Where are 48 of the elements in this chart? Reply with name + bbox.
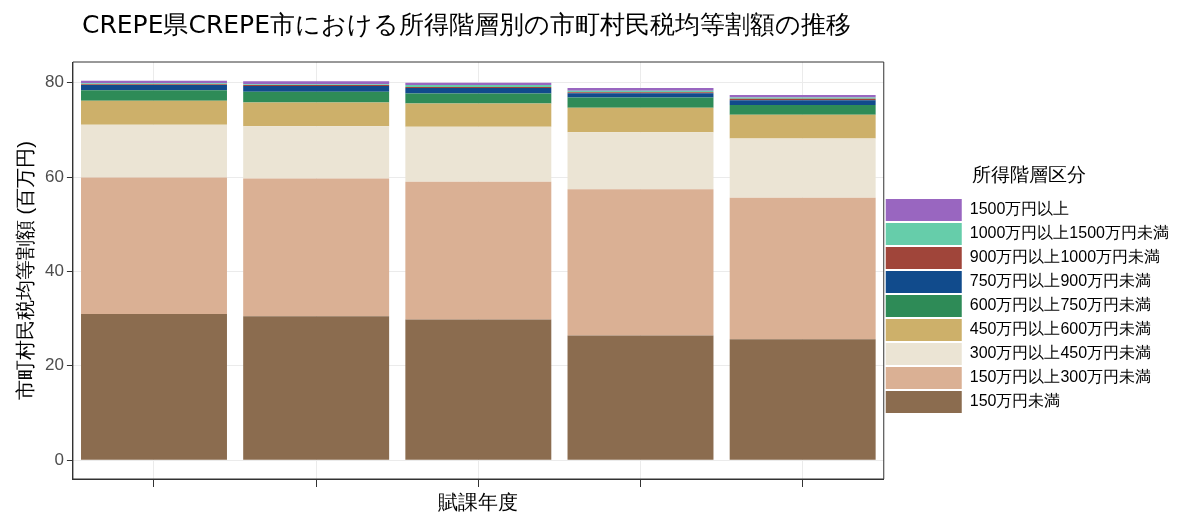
bar xyxy=(567,107,714,133)
bar xyxy=(405,319,552,460)
y-tick-label: 20 xyxy=(44,355,64,375)
y-tick-label: 0 xyxy=(54,449,64,469)
bar xyxy=(405,87,552,94)
bar xyxy=(729,339,876,460)
bar xyxy=(243,178,390,317)
legend-label: 300万円以上450万円未満 xyxy=(969,344,1152,362)
legend-label: 750万円以上900万円未満 xyxy=(969,272,1152,290)
y-tick-label: 80 xyxy=(44,72,64,92)
bar xyxy=(405,103,552,127)
bar xyxy=(243,126,390,179)
legend-label: 150万円未満 xyxy=(969,392,1061,410)
bar xyxy=(243,102,390,127)
bar xyxy=(567,189,714,336)
bar xyxy=(729,114,876,139)
bar xyxy=(567,132,714,190)
legend-label: 600万円以上750万円未満 xyxy=(969,296,1152,314)
bar xyxy=(243,91,390,103)
bar xyxy=(243,86,390,92)
y-tick-label: 60 xyxy=(44,166,64,186)
bar xyxy=(405,93,552,104)
legend-label: 450万円以上600万円未満 xyxy=(969,320,1152,338)
y-axis-title: 市町村民税均等割額 (百万円) xyxy=(13,141,36,400)
bar xyxy=(405,126,552,182)
bar xyxy=(729,100,876,105)
bar xyxy=(81,100,227,125)
bar xyxy=(729,138,876,198)
bar xyxy=(405,181,552,320)
bar xyxy=(729,104,876,115)
legend-label: 900万円以上1000万円未満 xyxy=(969,248,1161,266)
legend-label: 150万円以上300万円未満 xyxy=(969,368,1152,386)
bar xyxy=(81,313,227,460)
legend-title: 所得階層区分 xyxy=(972,163,1087,185)
bar xyxy=(729,197,876,340)
bar xyxy=(81,85,227,91)
chart-title: CREPE県CREPE市における所得階層別の市町村民税均等割額の推移 xyxy=(82,9,851,41)
y-tick-label: 40 xyxy=(44,261,64,281)
x-axis-title: 賦課年度 xyxy=(438,490,519,513)
legend-label: 1500万円以上 xyxy=(969,200,1070,218)
bar xyxy=(567,93,714,98)
bar xyxy=(567,335,714,460)
bar xyxy=(81,124,227,178)
legend-label: 1000万円以上1500万円未満 xyxy=(969,224,1169,242)
bar xyxy=(81,177,227,314)
bar xyxy=(81,90,227,101)
bar xyxy=(243,316,390,460)
bar xyxy=(567,97,714,108)
